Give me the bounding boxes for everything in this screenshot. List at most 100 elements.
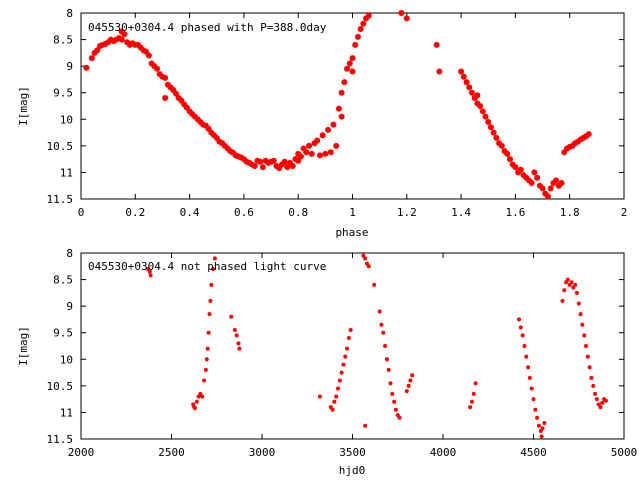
data-point <box>493 134 500 141</box>
data-point <box>284 164 291 171</box>
data-point <box>297 153 304 160</box>
y-tick-label: 8.5 <box>53 274 73 287</box>
y-tick-label: 9.5 <box>53 327 73 340</box>
data-point <box>589 375 594 380</box>
data-point <box>212 256 217 261</box>
x-tick-label: 2000 <box>68 446 95 459</box>
panel-phased-xlabel: phase <box>335 226 368 239</box>
data-point <box>390 391 395 396</box>
data-point <box>392 399 397 404</box>
x-tick-label: 4000 <box>430 446 457 459</box>
data-point <box>94 47 101 54</box>
data-point <box>383 344 388 348</box>
data-point <box>322 150 329 157</box>
x-tick-label: 0.4 <box>180 206 200 219</box>
y-tick-label: 9 <box>66 60 73 73</box>
data-point <box>354 33 361 40</box>
x-tick-label: 1.6 <box>505 206 525 219</box>
data-point <box>527 375 532 380</box>
data-point <box>533 407 538 412</box>
data-point <box>585 131 592 138</box>
data-point <box>194 399 199 404</box>
data-point <box>565 277 570 282</box>
x-tick-label: 1.4 <box>451 206 471 219</box>
data-point <box>207 312 212 317</box>
data-point <box>346 60 353 67</box>
data-point <box>363 423 368 428</box>
data-point <box>148 273 153 278</box>
data-point <box>487 124 494 131</box>
data-point <box>544 193 551 200</box>
data-point <box>203 367 208 372</box>
data-point <box>377 309 382 314</box>
data-point <box>372 282 377 287</box>
data-point <box>352 41 359 48</box>
data-point <box>379 322 384 327</box>
panel-phased-ylabel: I[mag] <box>17 86 30 126</box>
data-point <box>408 378 413 383</box>
data-point <box>348 328 353 333</box>
data-point <box>316 152 323 159</box>
data-point <box>289 163 296 170</box>
data-point <box>594 397 599 402</box>
x-tick-label: 0.2 <box>125 206 145 219</box>
data-point <box>468 89 475 96</box>
data-point <box>200 394 205 399</box>
data-point <box>208 298 213 303</box>
data-point <box>317 394 322 399</box>
y-tick-label: 10 <box>60 113 73 126</box>
panel-unphased-ylabel: I[mag] <box>17 326 30 366</box>
panel-unphased-xlabel: hjd0 <box>339 464 366 477</box>
y-tick-label: 8.5 <box>53 34 73 47</box>
data-point <box>330 407 335 412</box>
data-point <box>327 149 334 156</box>
data-point <box>349 55 356 62</box>
data-point <box>118 36 125 43</box>
data-point <box>406 383 411 388</box>
data-point <box>209 282 214 287</box>
data-point <box>471 391 476 396</box>
data-point <box>512 164 519 171</box>
data-point <box>333 142 340 149</box>
data-point <box>576 301 581 306</box>
data-point <box>346 336 351 341</box>
data-point <box>522 344 527 348</box>
data-point <box>539 434 544 439</box>
data-point <box>338 113 345 120</box>
data-point <box>88 55 95 62</box>
data-point <box>147 269 152 274</box>
data-point <box>553 177 560 184</box>
x-tick-label: 1 <box>349 206 356 219</box>
data-point <box>600 400 605 405</box>
data-point <box>121 31 128 38</box>
x-tick-label: 0.6 <box>234 206 254 219</box>
data-point <box>341 79 348 86</box>
data-point <box>145 52 152 59</box>
panel-unphased: 2000 2500 3000 3500 4000 4500 5000 8 8.5 9 9.5 10 10… <box>17 247 637 477</box>
data-point <box>306 142 313 149</box>
data-point <box>397 415 402 420</box>
data-point <box>469 399 474 404</box>
data-point <box>334 394 339 399</box>
data-point <box>490 129 497 136</box>
x-tick-label: 2 <box>621 206 628 219</box>
data-point <box>433 41 440 48</box>
data-point <box>295 157 302 164</box>
data-point <box>393 407 398 412</box>
data-point <box>524 354 529 359</box>
x-tick-label: 4500 <box>520 446 547 459</box>
data-point <box>587 365 592 370</box>
data-point <box>529 386 534 391</box>
data-point <box>573 282 578 287</box>
data-point <box>540 426 545 431</box>
data-point <box>526 365 531 370</box>
panel-phased: 0 0.2 0.4 0.6 0.8 1 1.2 1.4 1.6 1.8 2 8 8.5 9 9.5 10 10.… <box>17 7 627 239</box>
data-point <box>173 90 180 97</box>
data-point <box>520 333 525 338</box>
data-point <box>232 328 237 333</box>
data-point <box>193 406 198 411</box>
data-point <box>281 158 288 165</box>
data-point <box>335 105 342 112</box>
